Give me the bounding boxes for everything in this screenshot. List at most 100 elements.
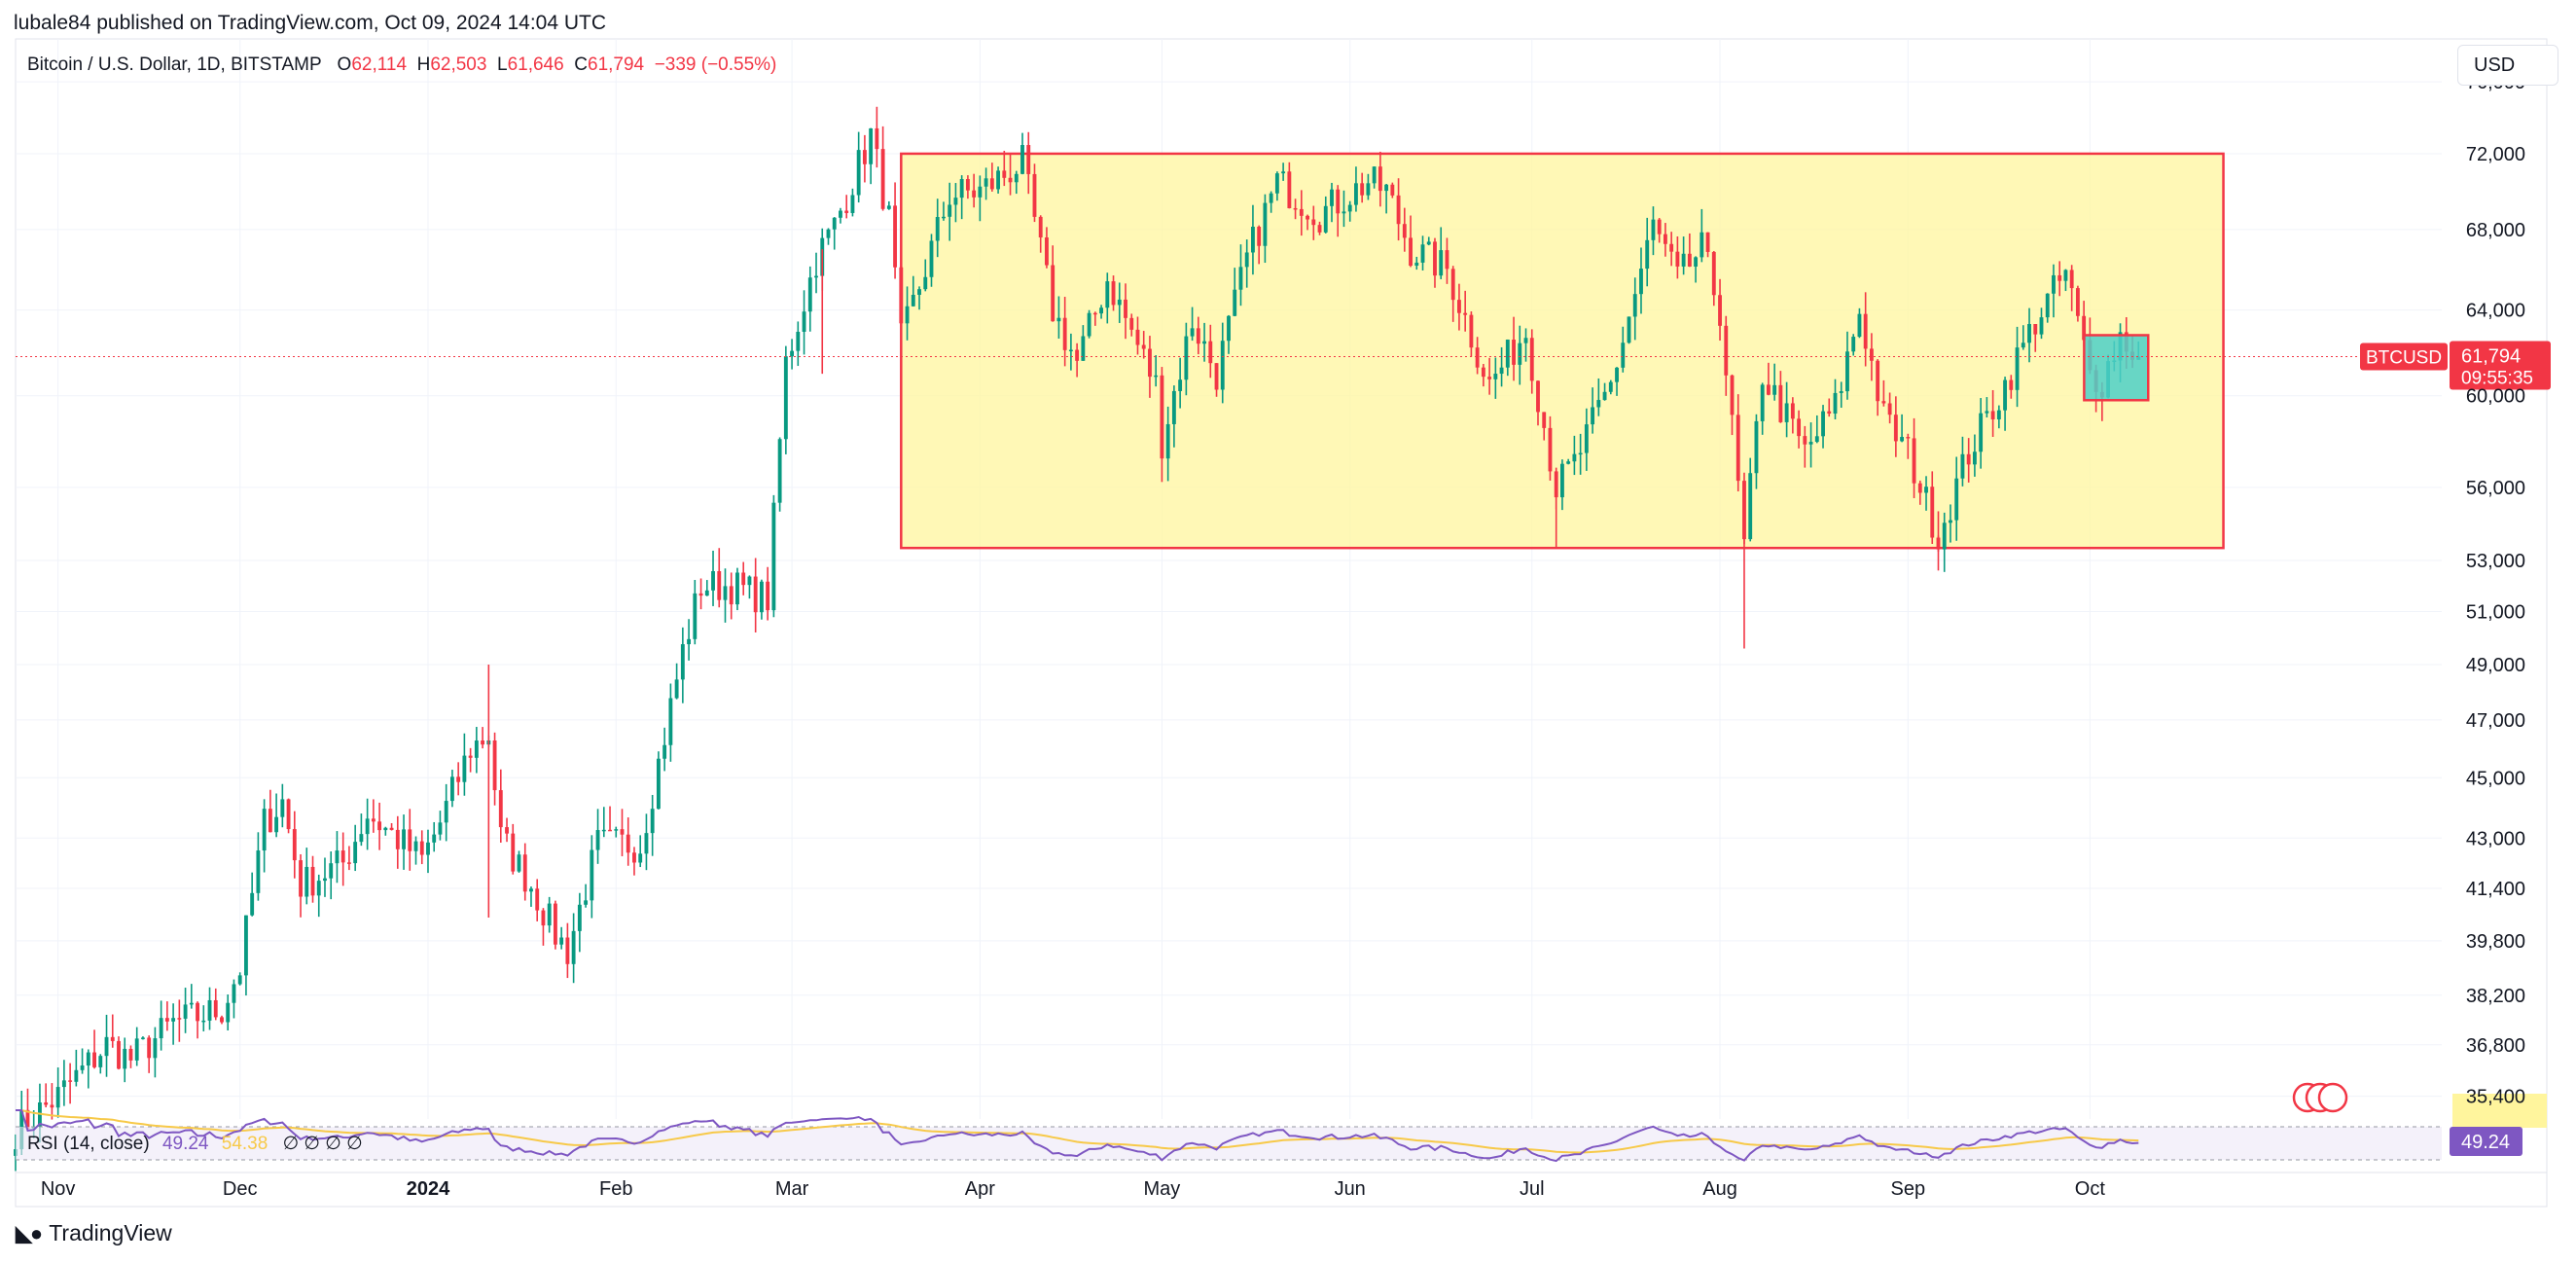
- candle-body: [1045, 237, 1049, 266]
- candle-body: [1487, 377, 1492, 379]
- candle-body: [1220, 341, 1225, 390]
- candle-body: [1002, 170, 1007, 178]
- candle-body: [1469, 314, 1474, 348]
- rsi-label: RSI (14, close): [27, 1134, 150, 1154]
- candle-body: [1748, 473, 1753, 540]
- candle-body: [850, 195, 855, 213]
- candle-body: [426, 842, 430, 855]
- candle-body: [104, 1036, 109, 1057]
- candle-body: [371, 818, 376, 822]
- candle-body: [1954, 478, 1959, 521]
- candle-body: [1420, 244, 1425, 263]
- candle-body: [1705, 232, 1710, 252]
- candle-body: [44, 1101, 49, 1105]
- candle-body: [807, 277, 812, 312]
- candle-body: [1196, 328, 1200, 344]
- candle-body: [1081, 336, 1086, 361]
- candle-body: [117, 1040, 121, 1069]
- y-tick-label: 53,000: [2466, 551, 2525, 572]
- candle-body: [1718, 295, 1722, 326]
- candle-body: [632, 852, 636, 863]
- candle-body: [1814, 436, 1819, 443]
- candle-body: [389, 827, 394, 830]
- candle-body: [55, 1087, 60, 1108]
- candle-body: [687, 638, 692, 645]
- candle-body: [1578, 452, 1583, 455]
- y-tick-label: 56,000: [2466, 478, 2525, 499]
- candle-body: [196, 1002, 199, 1022]
- candle-body: [377, 821, 382, 831]
- y-tick-label: 51,000: [2466, 601, 2525, 623]
- candle-body: [972, 190, 977, 198]
- y-tick-label: 64,000: [2466, 301, 2525, 322]
- candle-body: [207, 999, 212, 1021]
- axes: 76,00072,00068,00064,00060,00056,00053,0…: [16, 72, 2547, 1200]
- tradingview-logo[interactable]: ◣● TradingView: [16, 1220, 172, 1246]
- candle-body: [535, 888, 540, 911]
- candle-body: [929, 240, 934, 277]
- candle-body: [1499, 367, 1504, 375]
- tradingview-logo-icon: ◣●: [16, 1220, 43, 1245]
- candle-body: [2009, 379, 2014, 390]
- candle-body: [777, 439, 782, 503]
- candle-body: [1536, 380, 1540, 413]
- candle-body: [1990, 411, 1995, 419]
- candle-body: [316, 881, 321, 896]
- candle-body: [620, 829, 625, 835]
- candle-body: [832, 217, 837, 230]
- candle-body: [1171, 390, 1176, 424]
- y-tick-label: 72,000: [2466, 144, 2525, 165]
- candle-body: [505, 827, 509, 834]
- candle-body: [147, 1037, 152, 1059]
- candle-body: [2003, 379, 2008, 411]
- candle-body: [1711, 251, 1716, 296]
- currency-button[interactable]: USD: [2457, 45, 2558, 86]
- candle-body: [862, 150, 867, 164]
- candle-body: [1542, 412, 1547, 428]
- candle-body: [1960, 453, 1965, 479]
- candle-body: [402, 829, 406, 849]
- candle-body: [474, 740, 479, 758]
- y-tick-label: 36,800: [2466, 1035, 2525, 1057]
- candle-body: [802, 311, 806, 332]
- candle-body: [1493, 374, 1498, 379]
- candle-body: [1263, 202, 1268, 246]
- candle-body: [1803, 436, 1807, 445]
- close-value: 61,794: [588, 54, 645, 75]
- candle-body: [1881, 401, 1886, 404]
- candle-body: [886, 205, 891, 209]
- candle-body: [584, 900, 589, 905]
- candle-body: [365, 818, 370, 835]
- candle-body: [268, 809, 272, 833]
- candle-body: [1797, 418, 1802, 437]
- candle-body: [335, 850, 340, 864]
- x-tick-label: Dec: [223, 1178, 258, 1200]
- candle-body: [280, 799, 285, 817]
- y-tick-label: 60,000: [2466, 386, 2525, 408]
- candles: [14, 106, 2141, 1172]
- candle-body: [1591, 407, 1595, 425]
- candle-body: [80, 1065, 85, 1070]
- candle-body: [1251, 227, 1255, 253]
- x-tick-label: Feb: [599, 1178, 632, 1200]
- chart-frame: [15, 38, 2548, 1208]
- candle-body: [1032, 173, 1037, 217]
- candle-body: [547, 903, 552, 926]
- candle-body: [626, 834, 630, 853]
- symbol-tag-bg: [2360, 343, 2448, 371]
- x-tick-label: Aug: [1702, 1178, 1737, 1200]
- candle-body: [1414, 262, 1419, 267]
- candle-body: [171, 1018, 176, 1022]
- candle-body: [128, 1048, 133, 1061]
- candle-body: [1141, 344, 1146, 349]
- close-label: C: [574, 54, 588, 75]
- candle-body: [959, 179, 964, 198]
- candle-body: [1287, 171, 1292, 208]
- candle-body: [1384, 184, 1389, 192]
- candle-body: [1754, 420, 1759, 474]
- candle-body: [590, 849, 594, 901]
- rsi-legend: RSI (14, close) 49.24 54.38 ∅ ∅ ∅ ∅: [27, 1133, 363, 1155]
- publisher-line: lubale84 published on TradingView.com, O…: [14, 12, 606, 34]
